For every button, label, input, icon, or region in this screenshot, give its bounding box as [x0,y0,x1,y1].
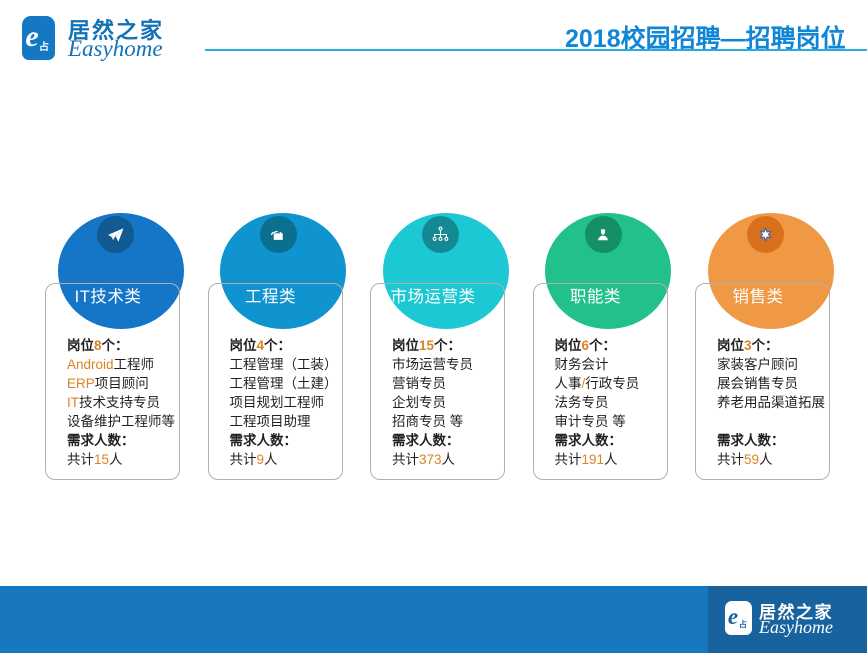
svg-text:e: e [728,604,738,629]
svg-text:e: e [25,20,38,53]
svg-text:占: 占 [739,619,747,629]
svg-text:占: 占 [39,40,49,53]
